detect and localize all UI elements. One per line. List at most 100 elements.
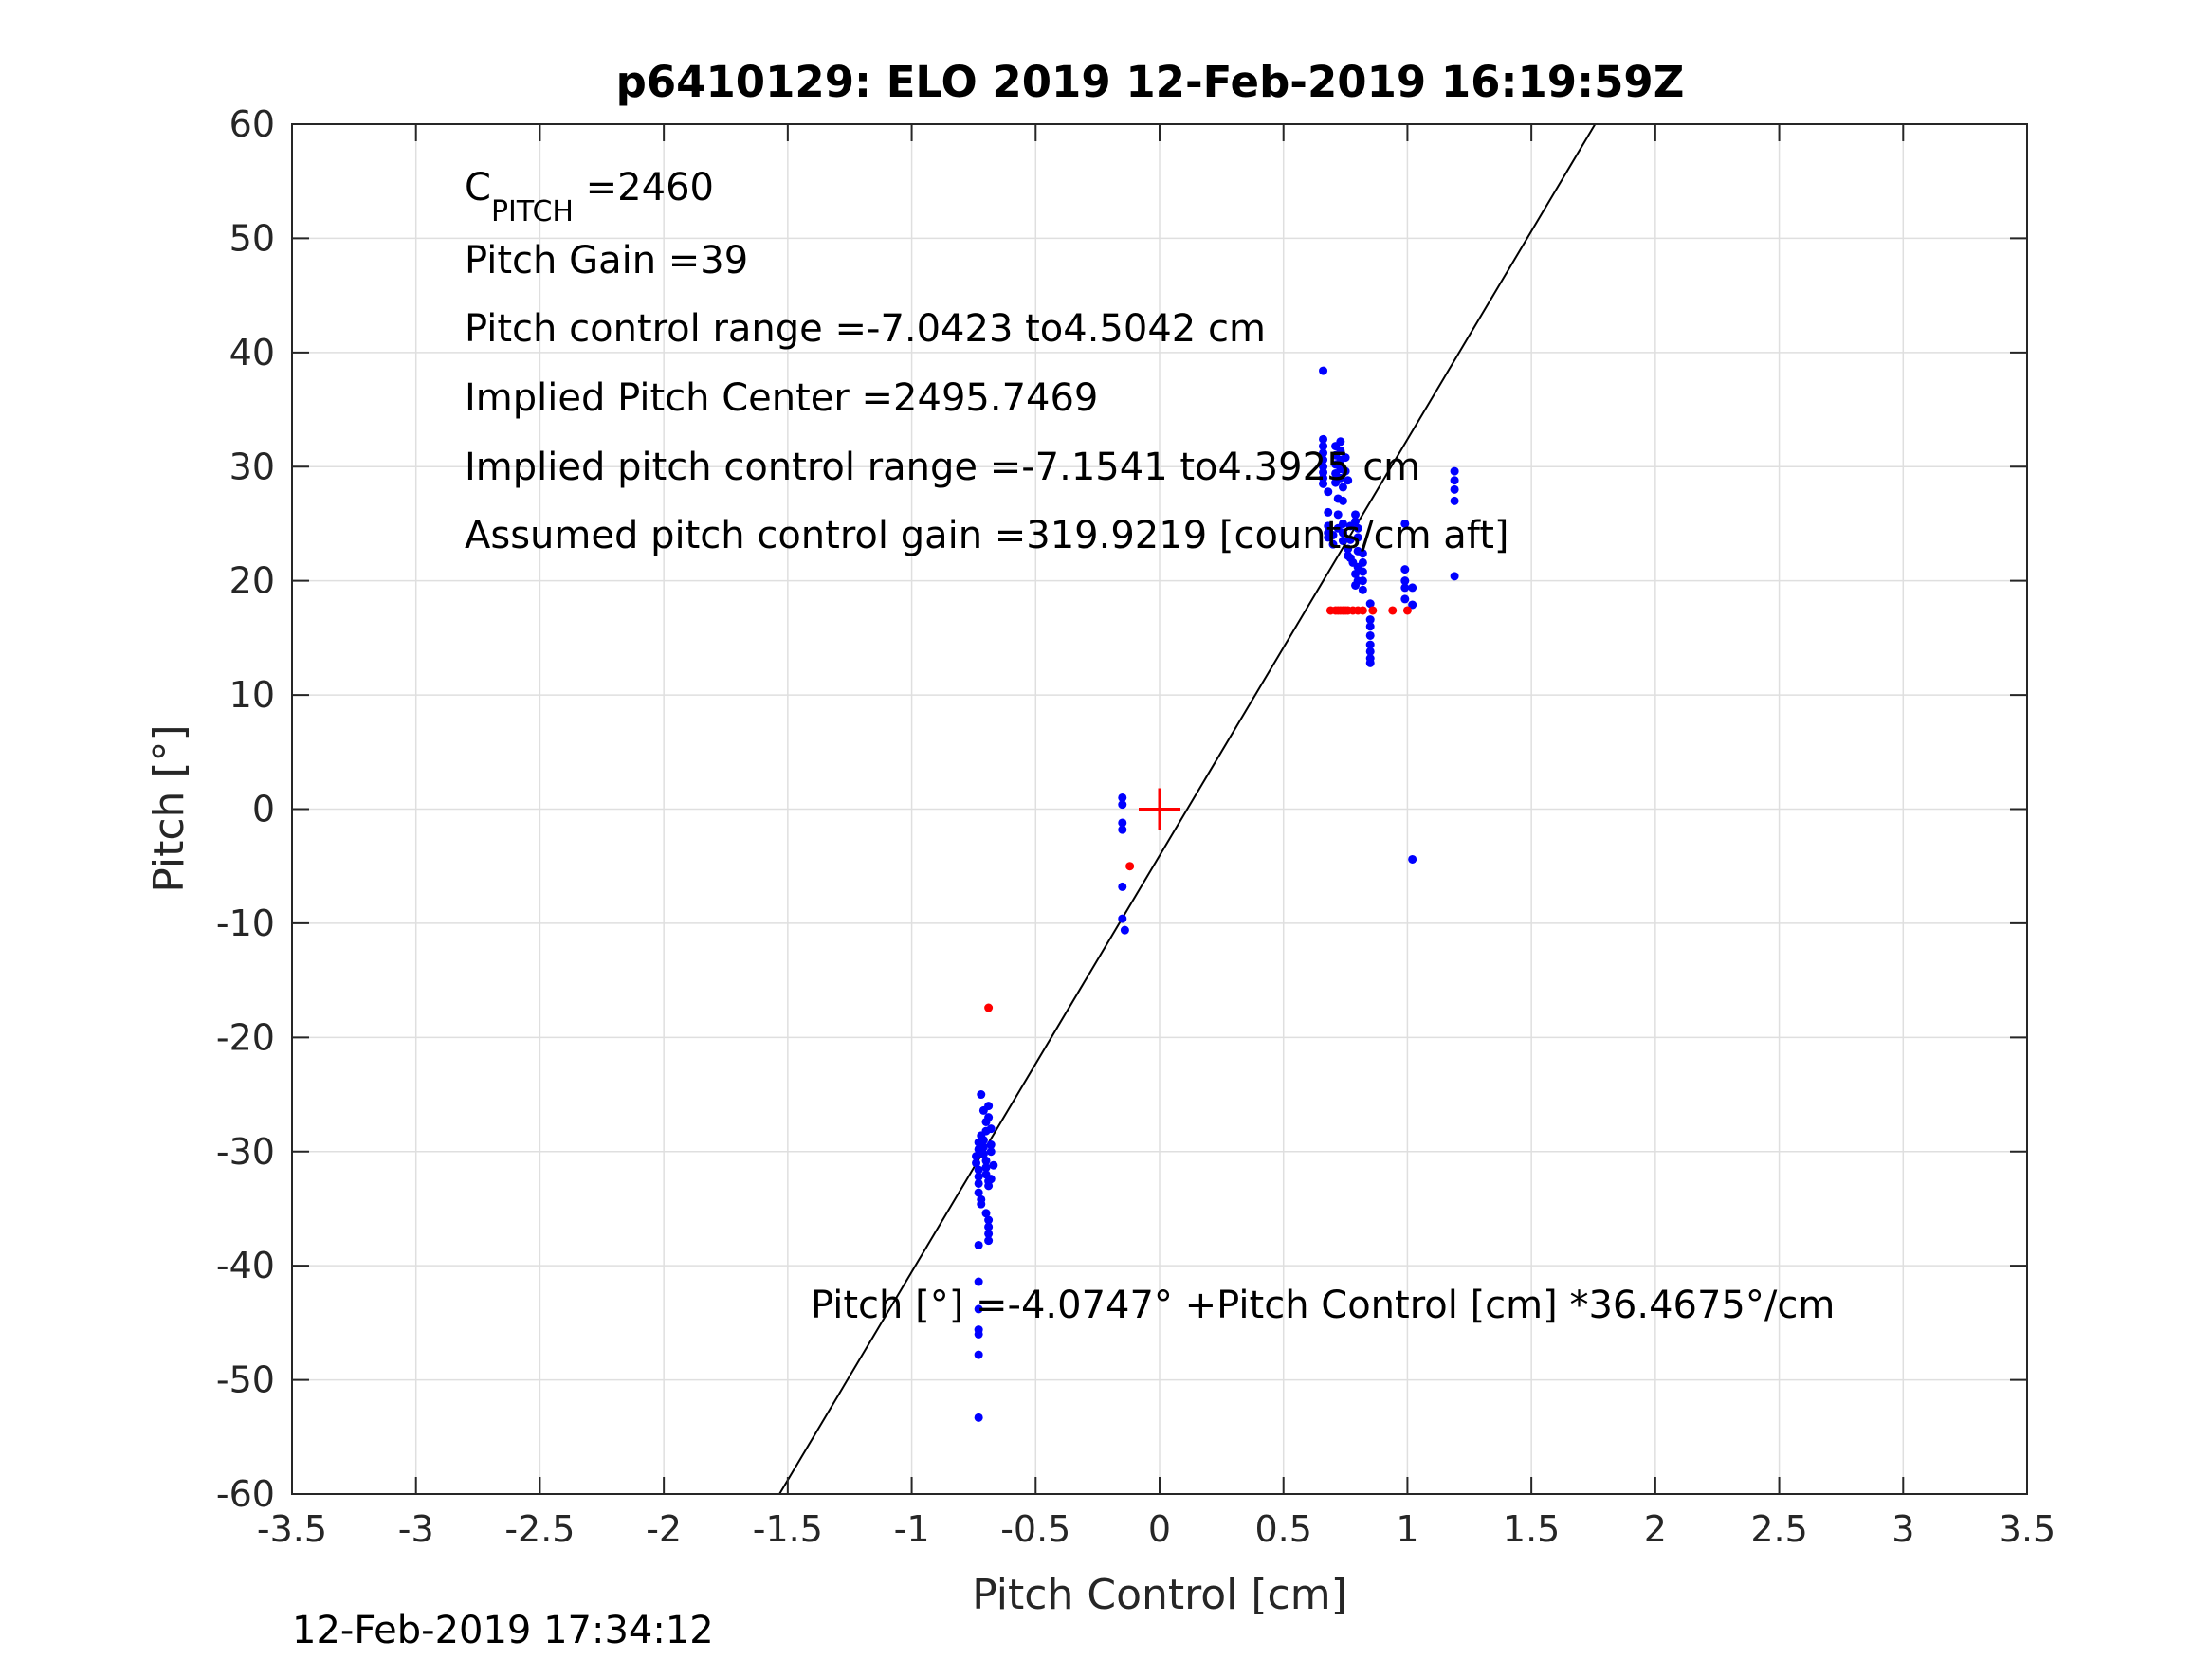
blue-data-point: [1344, 544, 1353, 554]
x-tick-label: 2.5: [1750, 1508, 1807, 1550]
y-tick-label: 50: [229, 217, 275, 259]
blue-data-point: [1319, 366, 1328, 375]
blue-data-point: [974, 1188, 983, 1197]
blue-data-point: [1400, 594, 1410, 604]
y-tick-label: 60: [229, 103, 275, 145]
blue-data-point: [974, 1350, 983, 1359]
center-marker-group: [1139, 788, 1180, 830]
blue-data-point: [1338, 537, 1347, 546]
x-tick-label: 0: [1148, 1508, 1171, 1550]
blue-data-point: [974, 1413, 983, 1422]
blue-data-point: [1341, 466, 1350, 476]
blue-data-point: [1353, 533, 1362, 542]
x-tick-label: 1.5: [1503, 1508, 1560, 1550]
blue-data-point: [1341, 453, 1350, 463]
blue-data-point: [1338, 483, 1347, 492]
blue-data-point: [1365, 622, 1375, 631]
blue-data-point: [986, 1140, 996, 1150]
red-data-point: [1125, 862, 1135, 871]
blue-data-point: [1336, 473, 1345, 483]
blue-data-point: [1365, 599, 1375, 609]
annotation-pitch-gain: Pitch Gain =39: [465, 239, 748, 283]
y-tick-label: -10: [216, 902, 275, 944]
blue-data-point: [977, 1199, 986, 1209]
blue-data-point: [986, 1175, 996, 1184]
blue-data-point: [981, 1209, 991, 1218]
blue-data-point: [1450, 496, 1459, 505]
blue-data-point: [984, 1222, 994, 1231]
blue-data-point: [1118, 882, 1127, 891]
y-tick-label: 30: [229, 446, 275, 487]
blue-data-point: [984, 1236, 994, 1246]
blue-data-point: [984, 1229, 994, 1238]
blue-data-point: [1365, 630, 1375, 640]
blue-data-point: [1365, 640, 1375, 649]
blue-data-point: [978, 1136, 988, 1145]
blue-data-point: [1120, 925, 1129, 935]
annotation-c-pitch-main: C: [465, 166, 491, 210]
blue-data-point: [1338, 528, 1347, 538]
annotation-c-pitch: CPITCH =2460: [465, 166, 714, 228]
blue-data-point: [1118, 800, 1127, 810]
blue-data-point: [1319, 434, 1328, 444]
blue-data-point: [1408, 600, 1417, 610]
x-tick-label: 3.5: [1999, 1508, 2056, 1550]
blue-data-point: [1400, 583, 1410, 592]
annotation-c-pitch-subscript: PITCH: [491, 195, 574, 228]
blue-data-point: [1118, 793, 1127, 802]
blue-data-point: [1358, 576, 1367, 586]
blue-data-point: [1353, 523, 1362, 533]
fit-line-group: [778, 123, 1597, 1495]
blue-data-point: [1450, 484, 1459, 494]
annotation-implied-pitch-center: Implied Pitch Center =2495.7469: [465, 376, 1098, 420]
blue-data-point: [1351, 517, 1361, 526]
y-tick-label: 0: [252, 789, 275, 830]
blue-data-point: [1408, 854, 1417, 864]
blue-data-point: [1358, 549, 1367, 558]
blue-data-point: [974, 1329, 983, 1339]
x-tick-label: 1: [1396, 1508, 1418, 1550]
blue-data-point: [1338, 519, 1347, 528]
blue-data-point: [1358, 557, 1367, 567]
blue-data-point: [986, 1147, 996, 1157]
blue-data-point: [1345, 535, 1355, 544]
x-tick-label: 2: [1644, 1508, 1667, 1550]
blue-data-point: [978, 1142, 988, 1152]
red-data-point: [1402, 606, 1412, 615]
blue-data-point: [1358, 567, 1367, 576]
blue-data-point: [1324, 521, 1333, 531]
blue-data-point: [1400, 576, 1410, 586]
x-tick-label: -0.5: [1000, 1508, 1070, 1550]
annotation-implied-pitch-control-range: Implied pitch control range =-7.1541 to4…: [465, 446, 1420, 489]
annotation-fit-equation: Pitch [°] =-4.0747° +Pitch Control [cm] …: [811, 1284, 1835, 1327]
blue-data-point: [1328, 539, 1338, 549]
y-tick-label: -50: [216, 1359, 275, 1401]
annotation-c-pitch-value: =2460: [574, 166, 714, 210]
x-tick-label: -1.5: [753, 1508, 823, 1550]
blue-data-point: [984, 1181, 994, 1191]
y-tick-label: -30: [216, 1131, 275, 1173]
red-data-point: [1358, 606, 1367, 615]
blue-data-point: [974, 1240, 983, 1249]
blue-data-point: [1319, 455, 1328, 465]
y-axis-ticks: -60 -50 -40 -30 -20 -10 0 10 20 30 40 50 60: [216, 103, 2027, 1515]
blue-data-point: [1319, 448, 1328, 458]
y-tick-label: -20: [216, 1016, 275, 1058]
blue-data-point: [1118, 914, 1127, 923]
y-tick-label: 40: [229, 332, 275, 374]
blue-data-point: [1351, 510, 1361, 520]
blue-data-point: [1336, 446, 1345, 455]
blue-data-point: [1118, 825, 1127, 834]
x-tick-label: -2.5: [504, 1508, 575, 1550]
blue-data-point: [1333, 510, 1343, 520]
blue-data-point: [974, 1277, 983, 1286]
y-tick-label: -60: [216, 1473, 275, 1515]
x-tick-label: -2: [646, 1508, 682, 1550]
blue-data-point: [1319, 479, 1328, 488]
y-axis-label: Pitch [°]: [145, 724, 193, 892]
blue-data-point: [1365, 658, 1375, 667]
x-axis-ticks: -3.5 -3 -2.5 -2 -1.5 -1 -0.5 0 0.5 1 1.5 2 2.5 3 3.5: [257, 124, 2056, 1550]
annotation-assumed-gain: Assumed pitch control gain =319.9219 [co…: [465, 514, 1508, 557]
red-data-point: [1368, 606, 1378, 615]
y-tick-label: 20: [229, 560, 275, 602]
